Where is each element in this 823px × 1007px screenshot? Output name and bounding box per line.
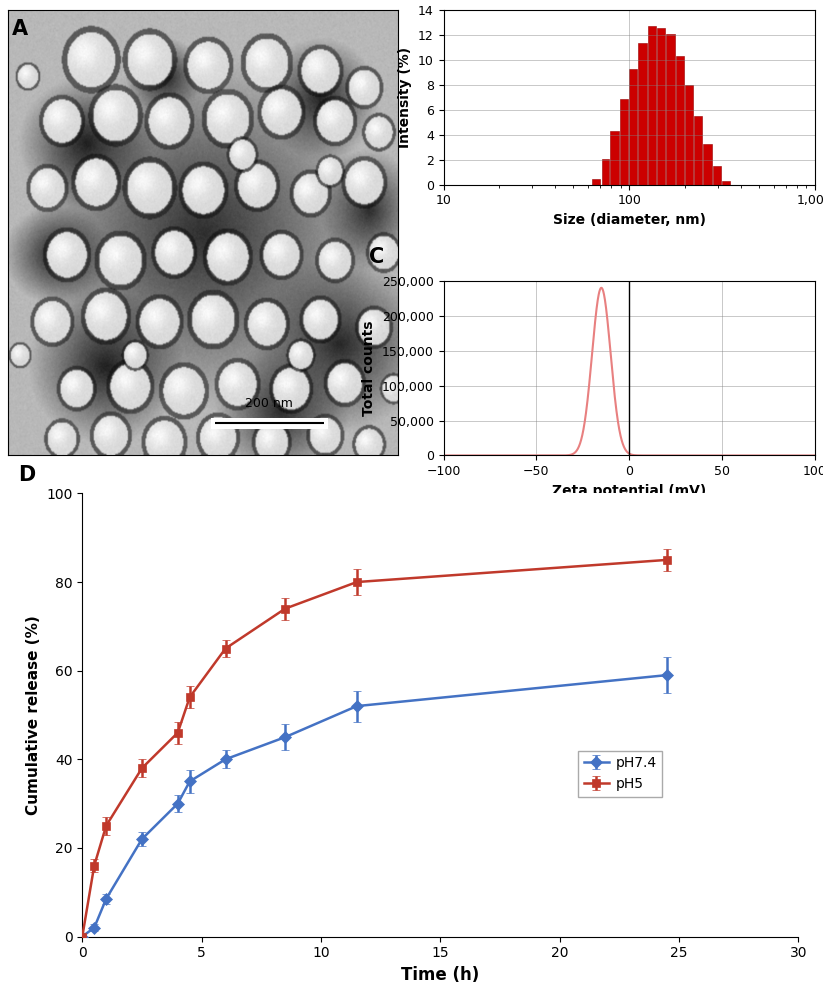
Y-axis label: Cumulative release (%): Cumulative release (%) <box>26 615 40 815</box>
X-axis label: Time (h): Time (h) <box>401 966 480 984</box>
Bar <box>694 116 702 184</box>
Bar <box>722 181 730 184</box>
Y-axis label: Total counts: Total counts <box>362 320 376 416</box>
Y-axis label: Intensity (%): Intensity (%) <box>398 47 412 148</box>
Legend: pH7.4, pH5: pH7.4, pH5 <box>579 750 663 797</box>
Bar <box>648 26 656 184</box>
Bar <box>657 27 665 184</box>
Bar <box>704 144 712 184</box>
Bar <box>610 131 619 184</box>
Text: D: D <box>18 464 35 484</box>
Bar <box>211 418 328 429</box>
Bar <box>676 56 684 184</box>
Bar <box>630 68 637 184</box>
Text: A: A <box>12 19 28 39</box>
Bar <box>713 166 721 184</box>
X-axis label: Zeta potential (mV): Zeta potential (mV) <box>552 483 706 497</box>
Bar <box>685 85 693 184</box>
Bar <box>639 42 647 184</box>
Text: C: C <box>370 247 384 267</box>
X-axis label: Size (diameter, nm): Size (diameter, nm) <box>553 213 705 227</box>
Bar <box>620 99 628 184</box>
Bar <box>592 178 601 184</box>
Bar <box>602 158 609 184</box>
Bar <box>666 34 675 184</box>
Text: 200 nm: 200 nm <box>245 397 293 410</box>
